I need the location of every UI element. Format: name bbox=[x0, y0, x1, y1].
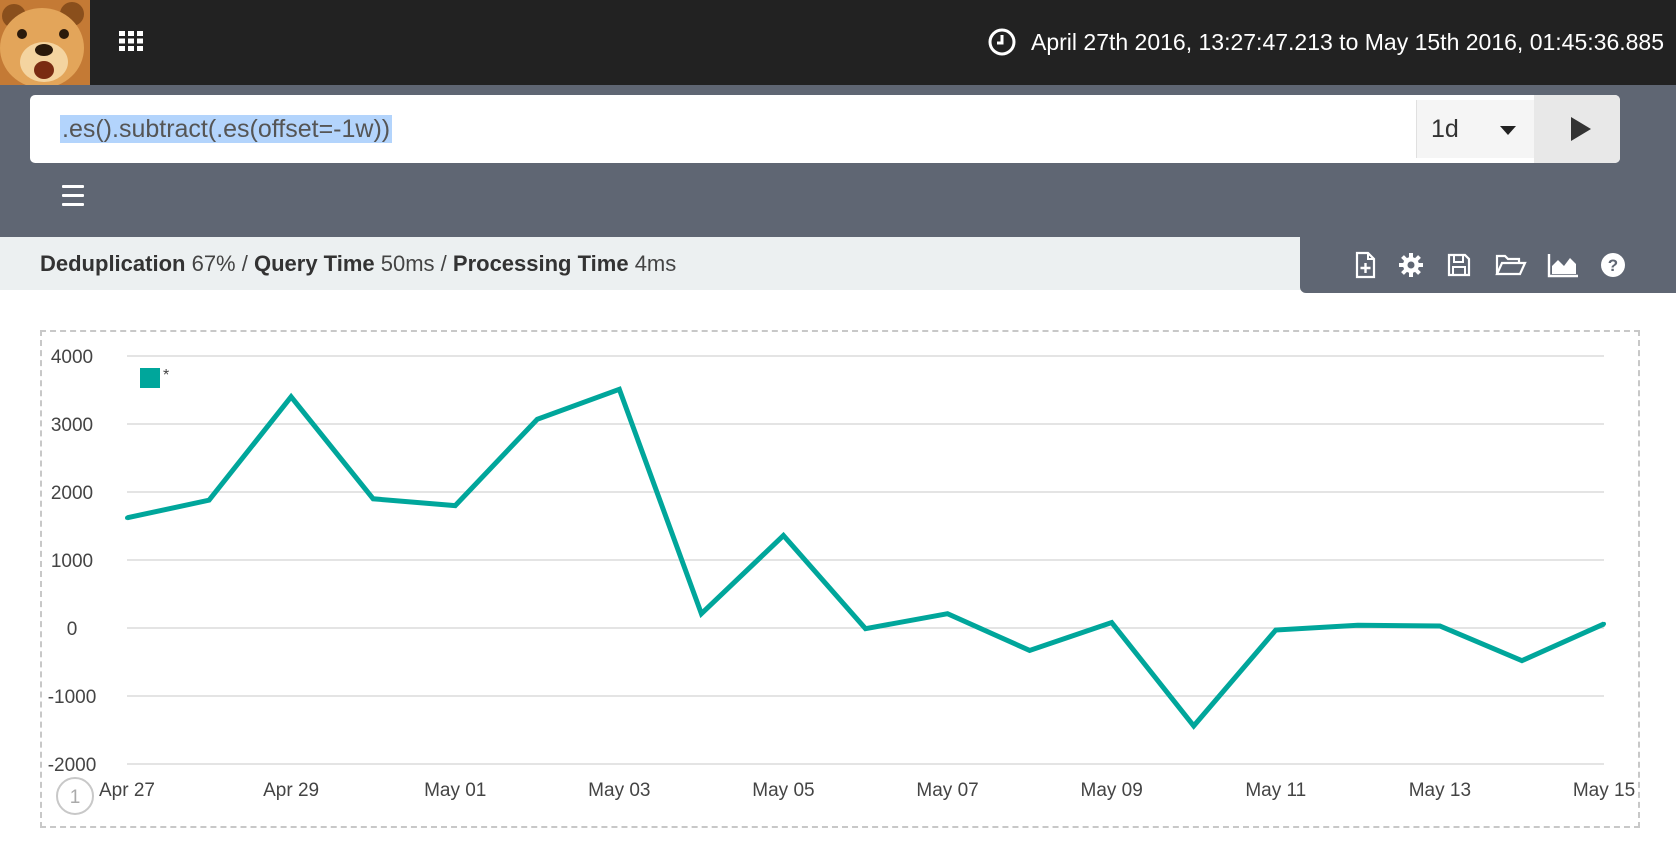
query-stats: Deduplication 67% / Query Time 50ms / Pr… bbox=[40, 251, 676, 277]
data-point bbox=[699, 611, 704, 616]
run-button[interactable] bbox=[1534, 95, 1620, 163]
interval-value: 1d bbox=[1431, 114, 1459, 143]
x-tick-label: May 05 bbox=[752, 780, 814, 801]
data-point bbox=[863, 626, 868, 631]
data-point bbox=[1437, 623, 1442, 628]
y-tick-label: 1000 bbox=[51, 551, 93, 572]
data-point bbox=[289, 394, 294, 399]
svg-text:?: ? bbox=[1608, 256, 1618, 275]
data-point bbox=[1355, 623, 1360, 628]
caret-down-icon bbox=[1500, 126, 1516, 135]
time-range-text: April 27th 2016, 13:27:47.213 to May 15t… bbox=[1031, 28, 1664, 55]
top-nav-bar: April 27th 2016, 13:27:47.213 to May 15t… bbox=[0, 0, 1676, 85]
x-tick-label: May 01 bbox=[424, 780, 486, 801]
expression-bar: .es().subtract(.es(offset=-1w)) 1d bbox=[0, 85, 1676, 237]
x-tick-label: May 11 bbox=[1245, 780, 1306, 801]
area-chart-icon[interactable] bbox=[1546, 250, 1580, 280]
data-point bbox=[1273, 628, 1278, 633]
y-tick-label: 0 bbox=[67, 619, 78, 640]
dedup-value: 67% bbox=[191, 251, 236, 276]
bear-logo-icon bbox=[0, 0, 90, 85]
app-logo[interactable] bbox=[0, 0, 90, 85]
new-sheet-icon[interactable] bbox=[1350, 250, 1380, 280]
interval-select[interactable]: 1d bbox=[1416, 100, 1534, 158]
help-icon[interactable]: ? bbox=[1598, 250, 1628, 280]
x-tick-label: Apr 29 bbox=[263, 780, 319, 801]
y-tick-label: -1000 bbox=[48, 687, 97, 708]
dedup-label: Deduplication bbox=[40, 251, 186, 276]
x-tick-label: May 03 bbox=[588, 780, 650, 801]
clock-icon bbox=[988, 28, 1016, 56]
x-tick-label: May 15 bbox=[1573, 780, 1635, 801]
data-point bbox=[781, 533, 786, 538]
data-point bbox=[1191, 723, 1196, 728]
x-tick-label: May 13 bbox=[1409, 780, 1471, 801]
data-point bbox=[371, 496, 376, 501]
data-point bbox=[535, 417, 540, 422]
save-icon[interactable] bbox=[1444, 250, 1474, 280]
x-tick-label: May 09 bbox=[1081, 780, 1143, 801]
expression-text: .es().subtract(.es(offset=-1w)) bbox=[60, 115, 393, 143]
data-point bbox=[1602, 621, 1606, 626]
chart-number-badge bbox=[56, 777, 94, 815]
data-point bbox=[453, 503, 458, 508]
x-tick-label: Apr 27 bbox=[99, 780, 155, 801]
y-tick-label: -2000 bbox=[48, 755, 97, 776]
processing-time-label: Processing Time bbox=[452, 251, 629, 276]
legend-label: * bbox=[163, 367, 169, 384]
chart-number-label: 1 bbox=[70, 787, 81, 808]
y-tick-label: 4000 bbox=[51, 347, 93, 368]
data-point bbox=[207, 498, 212, 503]
play-icon bbox=[1571, 117, 1591, 141]
stats-separator: / bbox=[434, 251, 453, 276]
data-point bbox=[1109, 620, 1114, 625]
sheet-toolbar: ? bbox=[1300, 237, 1676, 293]
y-tick-label: 2000 bbox=[51, 483, 93, 504]
data-point bbox=[945, 611, 950, 616]
stats-separator: / bbox=[235, 251, 254, 276]
processing-time-value: 4ms bbox=[634, 251, 677, 276]
data-point bbox=[125, 515, 129, 520]
folder-open-icon[interactable] bbox=[1494, 250, 1528, 280]
legend-swatch bbox=[140, 368, 160, 388]
query-time-value: 50ms bbox=[380, 251, 435, 276]
data-point bbox=[1519, 658, 1524, 663]
expression-input[interactable]: .es().subtract(.es(offset=-1w)) bbox=[60, 111, 393, 147]
hamburger-menu-icon[interactable] bbox=[62, 185, 84, 206]
x-tick-label: May 07 bbox=[916, 780, 978, 801]
series-line bbox=[126, 386, 1606, 730]
chart-panel[interactable]: 4000 3000 2000 1000 0 -1000 -2000 Apr 27 Apr 29 M… bbox=[40, 330, 1640, 828]
data-point bbox=[1027, 648, 1032, 653]
y-tick-label: 3000 bbox=[51, 415, 93, 436]
expression-input-group: .es().subtract(.es(offset=-1w)) 1d bbox=[30, 95, 1620, 163]
gear-icon[interactable] bbox=[1396, 250, 1426, 280]
data-point bbox=[617, 387, 622, 392]
time-range-picker[interactable]: April 27th 2016, 13:27:47.213 to May 15t… bbox=[987, 24, 1664, 60]
apps-grid-icon[interactable] bbox=[118, 30, 144, 52]
query-time-label: Query Time bbox=[253, 251, 375, 276]
